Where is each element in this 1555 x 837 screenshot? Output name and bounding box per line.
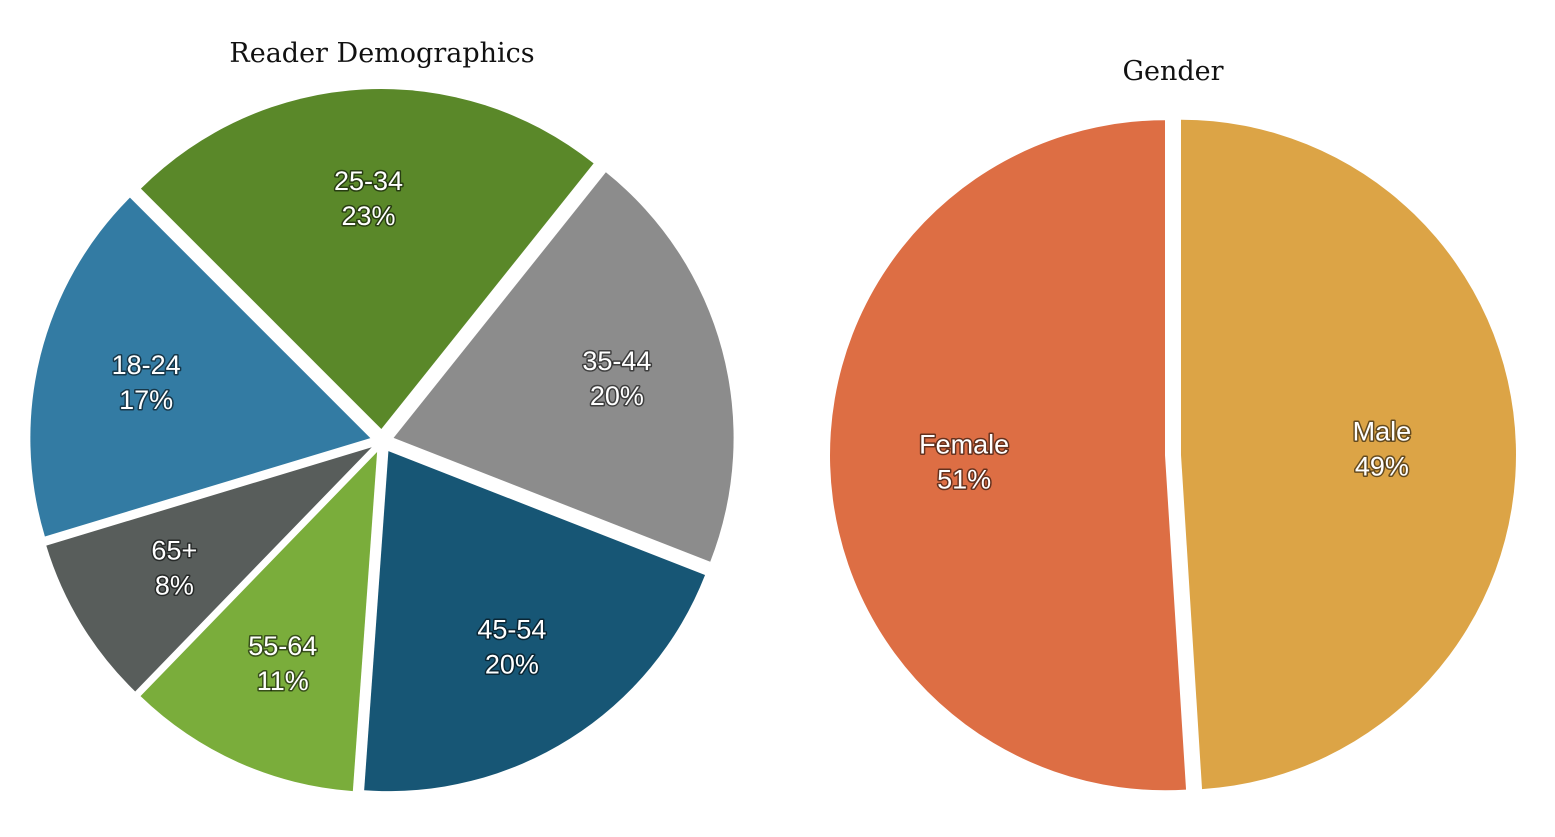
slice-value-35-44: 20% (590, 381, 644, 411)
slice-18-24 (30, 197, 371, 537)
slice-label-25-34: 25-34 (334, 166, 403, 196)
slice-55-64 (140, 451, 378, 792)
slice-25-34 (140, 89, 594, 430)
slice-65plus (46, 447, 372, 692)
gender-title: Gender (1122, 56, 1223, 87)
slice-value-65plus: 8% (155, 571, 194, 601)
slice-value-male: 49% (1355, 451, 1409, 481)
slice-value-45-54: 20% (485, 650, 539, 680)
slice-label-35-44: 35-44 (582, 346, 651, 376)
slice-male (1180, 119, 1516, 790)
slice-label-male: Male (1353, 416, 1412, 446)
slice-label-female: Female (919, 430, 1009, 460)
slice-45-54 (364, 451, 706, 792)
slice-value-female: 51% (937, 465, 991, 495)
reader-demographics-labels: 25-34 23% 35-44 20% 45-54 20% 55-64 11% 65+ 8% 18-… (110, 165, 653, 698)
gender-slices (830, 119, 1516, 791)
reader-demographics-title: Reader Demographics (229, 38, 534, 69)
slice-value-25-34: 23% (341, 201, 395, 231)
slice-label-65plus: 65+ (151, 536, 197, 566)
slice-value-55-64: 11% (257, 666, 309, 696)
slice-label-55-64: 55-64 (248, 631, 317, 661)
slice-35-44 (393, 172, 734, 562)
reader-demographics-pie: Reader Demographics 25-34 23% 35-44 20% 45-5… (30, 38, 734, 792)
gender-pie: Gender Male 49% Female 51% (830, 56, 1516, 791)
slice-female (830, 120, 1187, 791)
gender-labels: Male 49% Female 51% (918, 415, 1413, 496)
slice-value-18-24: 17% (119, 385, 173, 415)
slice-label-45-54: 45-54 (477, 615, 546, 645)
slice-label-18-24: 18-24 (112, 350, 181, 380)
reader-demographics-slices (30, 89, 734, 792)
